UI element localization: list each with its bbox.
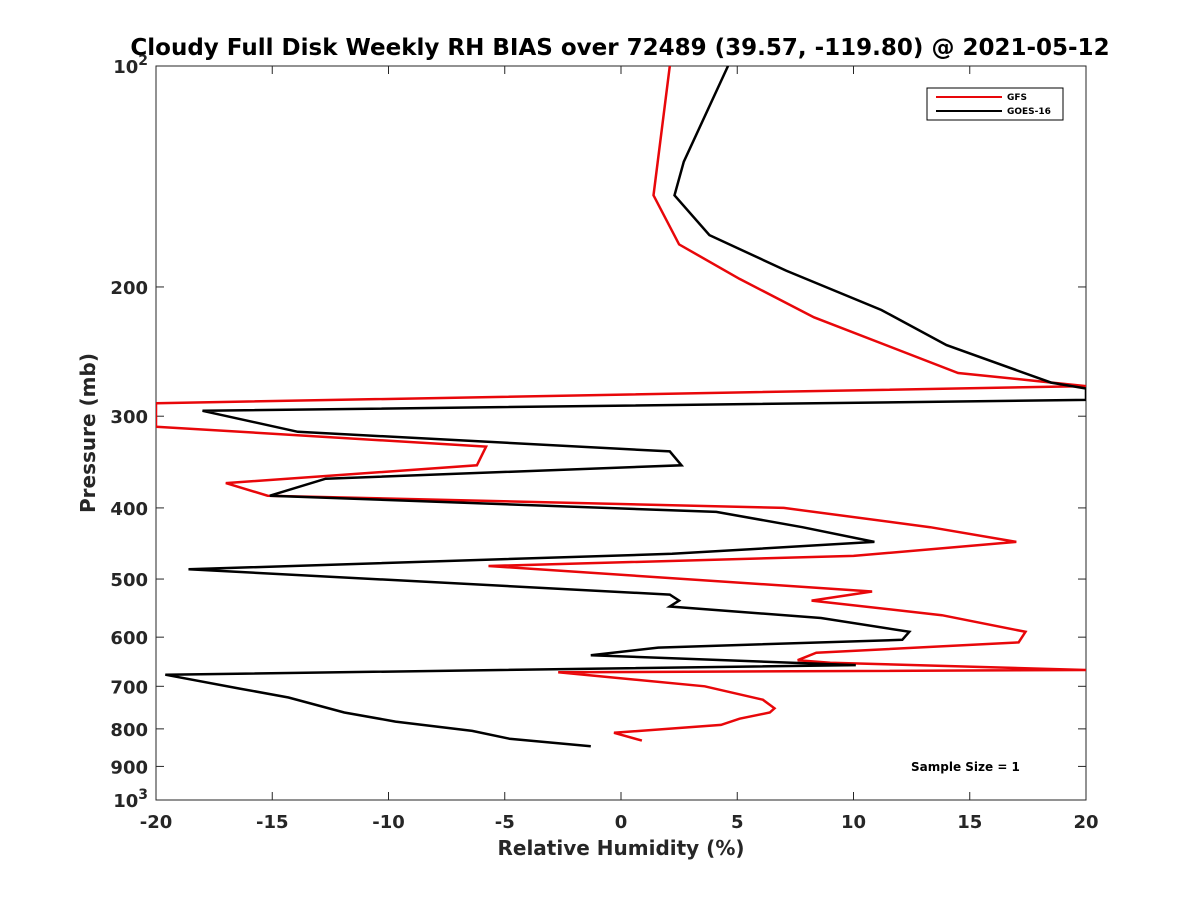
- y-tick-exponent: 2: [138, 53, 148, 69]
- y-tick-base: 10: [113, 791, 138, 812]
- x-tick-label: 15: [957, 812, 982, 833]
- x-tick-label: -10: [372, 812, 405, 833]
- sample-size-annotation: Sample Size = 1: [911, 760, 1020, 774]
- legend-label-goes16: GOES-16: [1007, 107, 1051, 117]
- series-lines: [155, 65, 1087, 748]
- x-tick-label: 0: [615, 812, 628, 833]
- plot-area-frame: [155, 65, 1087, 801]
- y-tick-label: 900: [110, 757, 148, 778]
- y-tick-label: 102: [113, 53, 148, 78]
- x-tick-label: -15: [256, 812, 289, 833]
- x-axis-label: Relative Humidity (%): [497, 836, 744, 860]
- series-line-gfs: [156, 66, 1086, 742]
- y-tick-base: 10: [113, 57, 138, 78]
- x-tick-label: 20: [1073, 812, 1098, 833]
- x-tick-label: 5: [731, 812, 744, 833]
- y-tick-label: 200: [110, 278, 148, 299]
- y-tick-label: 600: [110, 628, 148, 649]
- legend-box: [926, 87, 1064, 121]
- y-tick-label: 400: [110, 499, 148, 520]
- y-tick-label: 103: [113, 787, 148, 812]
- y-tick-label: 300: [110, 407, 148, 428]
- y-tick-label: 800: [110, 720, 148, 741]
- x-tick-label: -20: [140, 812, 173, 833]
- x-tick-label: -5: [495, 812, 515, 833]
- series-line-goes16: [165, 66, 1086, 748]
- y-axis-label: Pressure (mb): [76, 353, 100, 513]
- y-tick-label: 500: [110, 570, 148, 591]
- legend: GFS GOES-16: [926, 87, 1064, 121]
- x-axis: -20 -15 -10 -5 0 5 10 15 20: [140, 66, 1099, 833]
- x-tick-label: 10: [841, 812, 866, 833]
- y-tick-label: 700: [110, 677, 148, 698]
- chart-title: Cloudy Full Disk Weekly RH BIAS over 724…: [130, 35, 1109, 61]
- legend-label-gfs: GFS: [1007, 93, 1027, 103]
- y-tick-exponent: 3: [138, 787, 148, 803]
